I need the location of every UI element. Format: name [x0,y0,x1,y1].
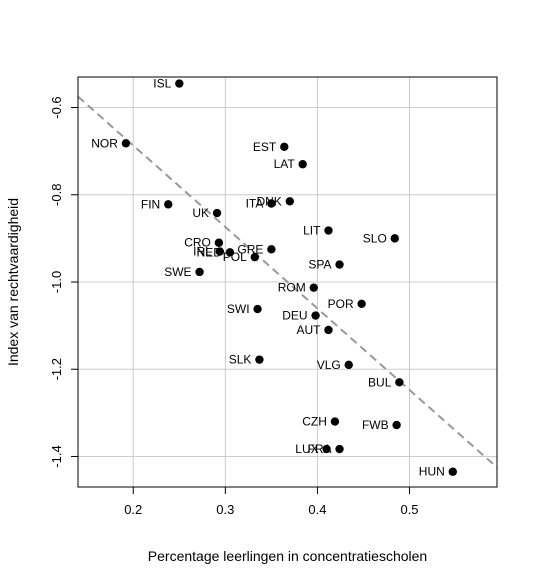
point-label-lat: LAT [274,157,296,171]
x-axis-title: Percentage leerlingen in concentratiesch… [148,548,427,564]
point-label-slk: SLK [229,353,252,367]
data-point-fwb [392,420,401,430]
data-point-uk [212,208,222,218]
point-label-fin: FIN [141,197,160,211]
data-point-bul [395,378,404,387]
data-point-vlg [344,360,353,370]
point-label-rom: ROM [278,281,306,295]
y-tick-label: -1.4 [49,445,64,467]
x-tick-label: 0.5 [400,502,418,517]
point-label-slo: SLO [363,231,387,245]
trendline-layer [77,95,498,469]
data-point-isl [175,79,184,88]
point-label-spa: SPA [308,258,331,272]
y-tick-label: -0.6 [49,96,64,118]
point-label-por: POR [328,297,354,311]
point-label-swi: SWI [227,302,250,316]
data-point-lit [324,226,333,235]
data-point-spa [335,260,344,269]
data-point-ita [267,199,276,208]
point-label-cro: CRO [184,236,211,250]
point-label-czh: CZH [302,415,327,429]
data-point-ned [225,248,235,257]
data-point-slk [255,355,264,364]
x-tick-label: 0.3 [216,502,234,517]
y-axis: -0.6 -0.8 -1.0 -1.2 -1.4 [49,96,78,468]
y-axis-title: Index van rechtvaardigheid [5,198,21,366]
data-point-lat [298,160,307,169]
data-point-slo [390,234,399,243]
data-point-est [280,142,289,151]
data-point-deu [311,311,320,320]
data-point-aut [324,325,333,335]
point-label-deu: DEU [282,309,307,323]
data-point-irl [215,247,225,256]
data-points-layer [121,79,457,476]
data-point-swe [195,267,204,277]
y-tick-label: -1.0 [49,271,64,293]
point-label-pol: POL [223,250,247,264]
data-point-lux [322,444,331,454]
trendline [77,95,498,469]
x-axis: 0.2 0.3 0.4 0.5 [124,487,419,517]
point-label-bul: BUL [368,375,392,389]
data-point-czh [330,417,340,426]
data-point-por [357,299,366,309]
point-label-est: EST [253,140,277,154]
data-point-hun [448,467,457,476]
point-label-gre: GRE [237,242,263,256]
point-label-lux: LUX [295,442,318,456]
data-point-nor [121,139,131,148]
point-label-vlg: VLG [317,358,341,372]
data-point-cro [214,238,224,247]
x-tick-label: 0.4 [308,502,326,517]
data-point-dnk [285,197,295,206]
data-point-rom [309,283,318,292]
point-label-ita: ITA [246,196,264,210]
point-label-swe: SWE [164,265,191,279]
grid-lines [78,77,497,487]
point-label-fwb: FWB [362,418,389,432]
point-label-irl: IRL [193,244,212,258]
point-label-uk: UK [192,206,209,220]
point-label-fra: FRA [308,442,332,456]
point-label-lit: LIT [303,224,321,238]
data-point-pol [250,252,260,262]
point-label-isl: ISL [153,77,171,91]
data-point-fra [335,444,344,454]
y-tick-label: -1.2 [49,358,64,380]
data-point-gre [267,245,276,254]
data-point-swi [253,304,262,314]
x-tick-label: 0.2 [124,502,142,517]
point-label-aut: AUT [296,323,321,337]
point-label-ned: NED [197,245,223,259]
point-label-hun: HUN [419,465,445,479]
point-label-dnk: DNK [256,194,281,208]
data-point-fin [164,200,173,209]
y-tick-label: -0.8 [49,184,64,206]
point-label-nor: NOR [91,136,118,150]
